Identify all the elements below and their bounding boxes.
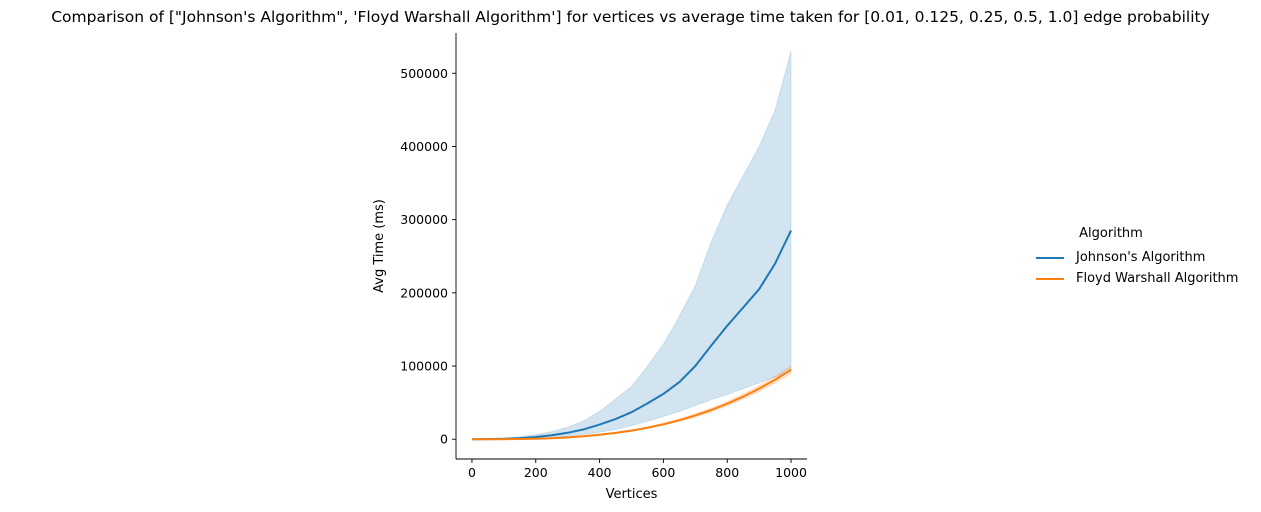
x-tick-label: 400 bbox=[588, 465, 612, 480]
legend-title: Algorithm bbox=[1079, 226, 1143, 241]
axes: 0 200 400 600 800 1000 0 100000 200000 300000 4000… bbox=[400, 33, 807, 480]
legend-label-floyd-warshall: Floyd Warshall Algorithm bbox=[1076, 271, 1239, 286]
confidence-bands bbox=[471, 51, 792, 440]
legend-label-johnson: Johnson's Algorithm bbox=[1076, 250, 1206, 265]
legend-swatch-johnson bbox=[1036, 256, 1064, 259]
chart-title: Comparison of ["Johnson's Algorithm", 'F… bbox=[51, 8, 1210, 26]
y-tick-label: 100000 bbox=[400, 359, 448, 374]
confidence-band-johnson bbox=[471, 51, 792, 440]
legend-item-floyd-warshall: Floyd Warshall Algorithm bbox=[1036, 268, 1238, 289]
y-tick-label: 0 bbox=[440, 432, 448, 447]
x-tick-label: 1000 bbox=[775, 465, 807, 480]
x-axis-label: Vertices bbox=[606, 487, 658, 502]
y-tick-label: 300000 bbox=[400, 212, 448, 227]
x-tick-label: 800 bbox=[715, 465, 739, 480]
x-tick-label: 200 bbox=[524, 465, 548, 480]
y-axis-label: Avg Time (ms) bbox=[372, 199, 387, 293]
legend-swatch-floyd-warshall bbox=[1036, 277, 1064, 280]
legend-item-johnson: Johnson's Algorithm bbox=[1036, 247, 1238, 268]
series-line-johnson bbox=[471, 230, 792, 441]
x-tick-label: 0 bbox=[468, 465, 476, 480]
y-tick-label: 400000 bbox=[400, 139, 448, 154]
x-tick-label: 600 bbox=[651, 465, 675, 480]
y-tick-label: 200000 bbox=[400, 285, 448, 300]
series-lines bbox=[471, 230, 792, 441]
legend: Algorithm Johnson's Algorithm Floyd Wars… bbox=[1036, 226, 1238, 289]
y-tick-label: 500000 bbox=[400, 66, 448, 81]
series-line-floyd-warshall bbox=[472, 368, 792, 441]
